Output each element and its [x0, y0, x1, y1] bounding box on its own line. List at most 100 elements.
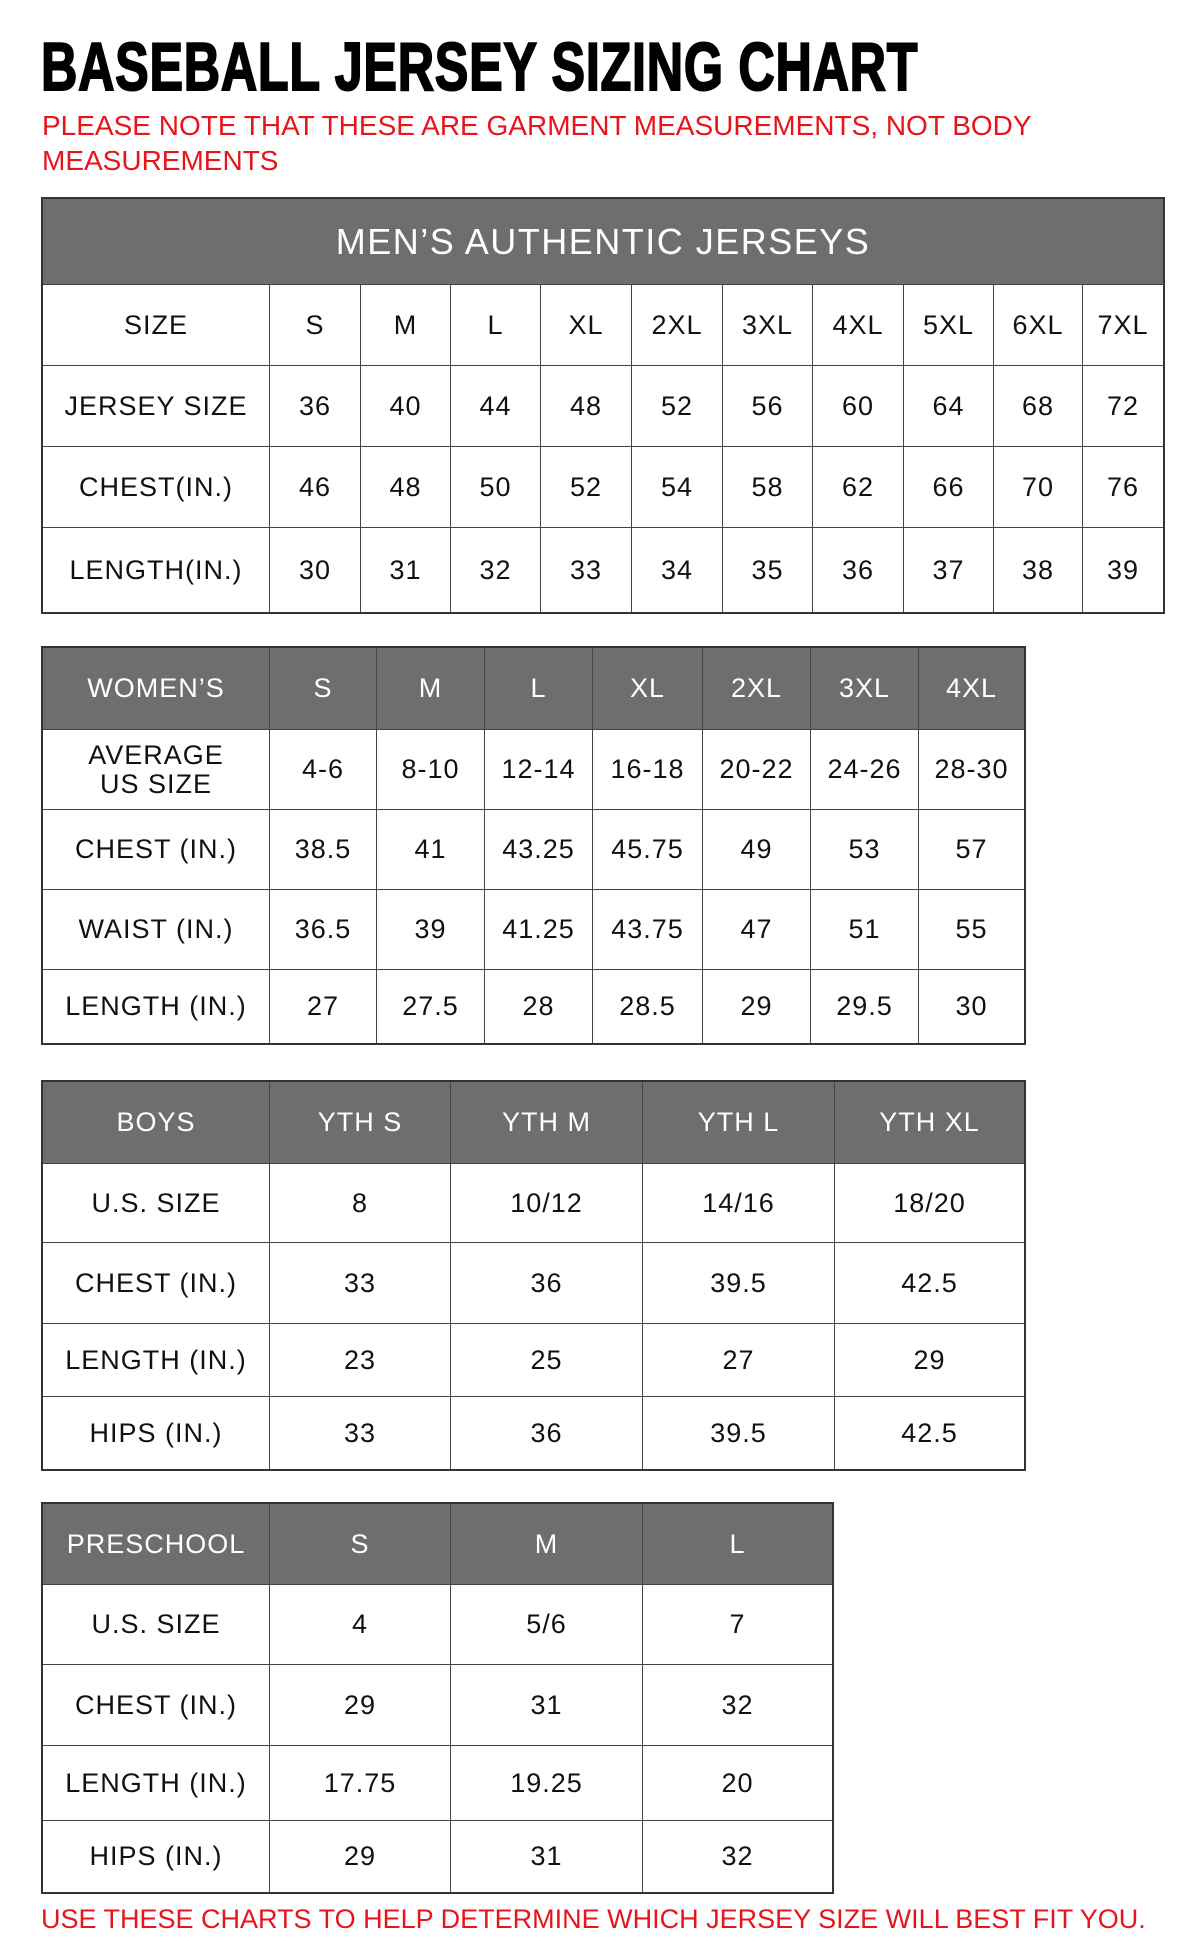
table-cell: 46: [269, 447, 360, 527]
table-cell: 68: [993, 366, 1082, 446]
column-header: XL: [540, 285, 631, 365]
table-corner-label: BOYS: [43, 1082, 269, 1163]
column-header: M: [360, 285, 450, 365]
table-cell: 33: [269, 1397, 450, 1469]
table-banner: MEN’S AUTHENTIC JERSEYS: [43, 199, 1163, 284]
row-label: LENGTH (IN.): [65, 1767, 247, 1798]
table-row: U.S. SIZE 4 5/6 7: [43, 1584, 832, 1664]
table-cell: 54: [631, 447, 722, 527]
table-row: HIPS (IN.) 33 36 39.5 42.5: [43, 1396, 1024, 1469]
table-cell: 16-18: [592, 730, 702, 809]
table-cell: 32: [450, 528, 540, 612]
table-cell: 76: [1082, 447, 1163, 527]
table-cell: 43.75: [592, 890, 702, 969]
table-cell: 52: [631, 366, 722, 446]
header-row: BOYS YTH S YTH M YTH L YTH XL: [43, 1082, 1024, 1163]
table-cell: 19.25: [450, 1746, 642, 1820]
womens-table: WOMEN’S S M L XL 2XL 3XL 4XL AVERAGE US SIZE 4-6 8…: [41, 646, 1026, 1045]
table-cell: 29: [702, 970, 810, 1043]
column-header: 2XL: [702, 648, 810, 729]
column-header: 3XL: [722, 285, 812, 365]
table-cell: 4-6: [269, 730, 376, 809]
table-row: CHEST (IN.) 33 36 39.5 42.5: [43, 1242, 1024, 1323]
row-label: U.S. SIZE: [91, 1187, 221, 1218]
column-header: YTH L: [642, 1082, 834, 1163]
row-label: AVERAGE US SIZE: [88, 739, 224, 799]
table-cell: 42.5: [834, 1397, 1024, 1469]
table-cell: 57: [918, 810, 1024, 889]
table-cell: 18/20: [834, 1164, 1024, 1242]
table-cell: 23: [269, 1324, 450, 1396]
table-row: LENGTH(IN.) 30 31 32 33 34 35 36 37 38 39: [43, 527, 1163, 612]
table-cell: 42.5: [834, 1243, 1024, 1323]
column-header: YTH S: [269, 1082, 450, 1163]
table-cell: 27: [269, 970, 376, 1043]
table-cell: 53: [810, 810, 918, 889]
table-cell: 29: [269, 1665, 450, 1745]
table-cell: 31: [360, 528, 450, 612]
table-cell: 35: [722, 528, 812, 612]
table-row: LENGTH (IN.) 17.75 19.25 20: [43, 1745, 832, 1820]
column-header: M: [450, 1504, 642, 1584]
row-label: CHEST (IN.): [74, 1689, 237, 1720]
table-cell: 25: [450, 1324, 642, 1396]
column-header: XL: [592, 648, 702, 729]
column-header: 7XL: [1082, 285, 1163, 365]
table-cell: 41: [376, 810, 484, 889]
table-cell: 48: [360, 447, 450, 527]
column-header: S: [269, 648, 376, 729]
column-header: S: [269, 285, 360, 365]
preschool-table: PRESCHOOL S M L U.S. SIZE 4 5/6 7 CHEST (IN.) 29 3…: [41, 1502, 834, 1894]
header-row: SIZE S M L XL 2XL 3XL 4XL 5XL 6XL 7XL: [43, 284, 1163, 365]
row-label: HIPS (IN.): [89, 1417, 223, 1448]
column-header: L: [642, 1504, 832, 1584]
table-cell: 32: [642, 1821, 832, 1892]
row-label: HIPS (IN.): [89, 1841, 223, 1871]
column-header: 4XL: [812, 285, 903, 365]
table-cell: 39.5: [642, 1243, 834, 1323]
table-cell: 27: [642, 1324, 834, 1396]
table-cell: 28.5: [592, 970, 702, 1043]
table-cell: 31: [450, 1665, 642, 1745]
column-header: YTH M: [450, 1082, 642, 1163]
column-header: 4XL: [918, 648, 1024, 729]
table-cell: 28-30: [918, 730, 1024, 809]
column-header: S: [269, 1504, 450, 1584]
table-cell: 20: [642, 1746, 832, 1820]
table-row: LENGTH (IN.) 27 27.5 28 28.5 29 29.5 30: [43, 969, 1024, 1043]
table-cell: 30: [269, 528, 360, 612]
table-cell: 36: [450, 1397, 642, 1469]
table-cell: 70: [993, 447, 1082, 527]
table-cell: 60: [812, 366, 903, 446]
table-corner-label: PRESCHOOL: [43, 1504, 269, 1584]
mens-table: MEN’S AUTHENTIC JERSEYS SIZE S M L XL 2XL 3XL 4X…: [41, 197, 1165, 614]
table-cell: 48: [540, 366, 631, 446]
row-label: LENGTH (IN.): [65, 1344, 247, 1375]
table-cell: 36: [269, 366, 360, 446]
table-cell: 44: [450, 366, 540, 446]
table-cell: 55: [918, 890, 1024, 969]
table-cell: 38: [993, 528, 1082, 612]
row-label: U.S. SIZE: [91, 1609, 221, 1639]
table-cell: 51: [810, 890, 918, 969]
table-cell: 64: [903, 366, 993, 446]
row-label: CHEST(IN.): [79, 471, 233, 502]
table-row: HIPS (IN.) 29 31 32: [43, 1820, 832, 1892]
table-row: WAIST (IN.) 36.5 39 41.25 43.75 47 51 55: [43, 889, 1024, 969]
table-cell: 36: [450, 1243, 642, 1323]
column-header: 2XL: [631, 285, 722, 365]
table-cell: 33: [540, 528, 631, 612]
table-cell: 32: [642, 1665, 832, 1745]
row-label: LENGTH (IN.): [65, 991, 247, 1021]
table-cell: 31: [450, 1821, 642, 1892]
table-cell: 47: [702, 890, 810, 969]
table-cell: 66: [903, 447, 993, 527]
table-cell: 29: [269, 1821, 450, 1892]
row-label: JERSEY SIZE: [64, 390, 248, 421]
table-cell: 36: [812, 528, 903, 612]
table-cell: 8-10: [376, 730, 484, 809]
table-cell: 27.5: [376, 970, 484, 1043]
table-cell: 7: [642, 1585, 832, 1664]
table-cell: 37: [903, 528, 993, 612]
table-cell: 20-22: [702, 730, 810, 809]
